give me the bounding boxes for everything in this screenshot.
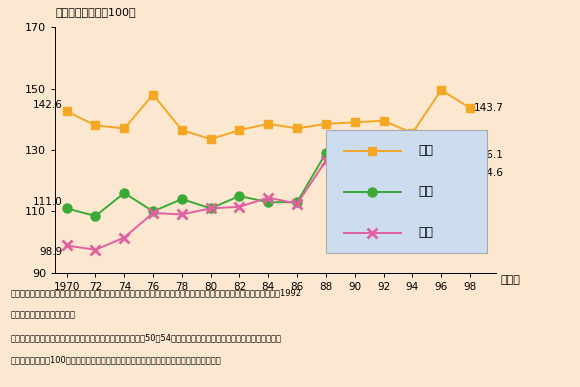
Text: 126.1: 126.1 [474, 151, 504, 160]
Text: 124.6: 124.6 [474, 168, 504, 178]
Text: 98.9: 98.9 [39, 247, 62, 257]
Text: 公立: 公立 [419, 185, 434, 198]
Text: 所得を100としたときの大学生のいる世帯の平均所得（実所得）を指数化した。: 所得を100としたときの大学生のいる世帯の平均所得（実所得）を指数化した。 [10, 356, 221, 365]
Text: 142.6: 142.6 [32, 100, 62, 110]
Text: （平均世帯所得＝100）: （平均世帯所得＝100） [55, 7, 136, 17]
Text: 《備考》１．文部科学省「学生生活調査」、総務省「家計調査年報」および檋口美雄「教育を通じた世代間所得移転」（1992: 《備考》１．文部科学省「学生生活調査」、総務省「家計調査年報」および檋口美雄「教… [10, 288, 302, 297]
Text: 国立: 国立 [419, 226, 434, 239]
Text: 111.0: 111.0 [32, 197, 62, 207]
Text: 私立: 私立 [419, 144, 434, 157]
Bar [326, 130, 487, 253]
Text: （年）: （年） [501, 275, 520, 285]
Text: ２．平均世帯所得として「家計調査年報」の世帯主が50～54歳である勤労世帯の可処分所得を用い、平均世帯: ２．平均世帯所得として「家計調査年報」の世帯主が50～54歳である勤労世帯の可処… [10, 333, 281, 342]
Text: 143.7: 143.7 [474, 103, 504, 113]
Text: 年）により作成。: 年）により作成。 [10, 311, 75, 320]
